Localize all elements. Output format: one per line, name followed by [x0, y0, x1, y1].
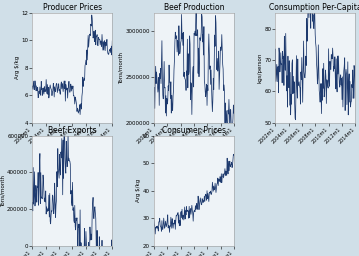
Title: Consumer Prices: Consumer Prices [162, 126, 226, 135]
Y-axis label: kgs/person: kgs/person [258, 53, 263, 83]
Title: Beef Exports: Beef Exports [48, 126, 97, 135]
Title: Consumption Per-Capita: Consumption Per-Capita [269, 3, 359, 12]
Y-axis label: Arg $/kg: Arg $/kg [136, 179, 141, 202]
Y-axis label: Tons/month: Tons/month [1, 175, 6, 207]
Y-axis label: Arg $/kg: Arg $/kg [15, 56, 20, 79]
Title: Beef Production: Beef Production [164, 3, 224, 12]
Y-axis label: Tons/month: Tons/month [119, 52, 124, 84]
Title: Producer Prices: Producer Prices [43, 3, 102, 12]
